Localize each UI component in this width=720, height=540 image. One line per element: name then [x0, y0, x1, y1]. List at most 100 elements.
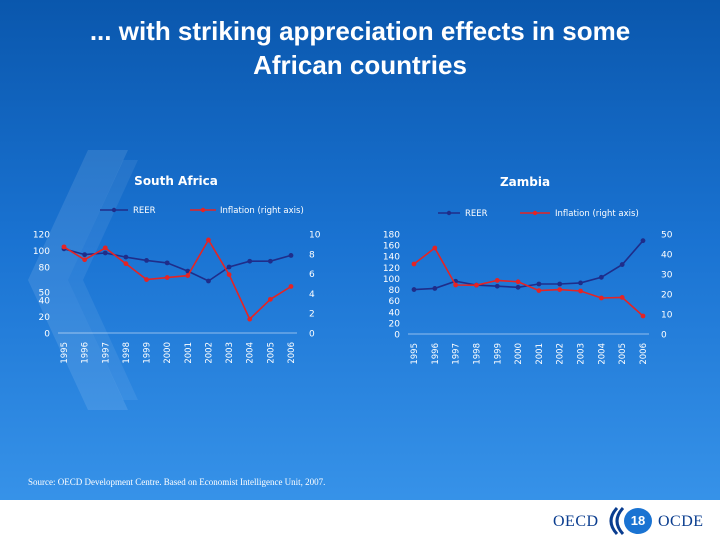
inflation-point — [61, 244, 67, 250]
inflation-point — [453, 282, 459, 288]
chart-title: Zambia — [500, 175, 550, 189]
reer-point — [226, 264, 232, 270]
y-right-tick-label: 0 — [309, 330, 315, 340]
charts-area: South Africa REER Inflation (right axis) 0 2… — [33, 174, 673, 365]
oecd-wordmark: OECD — [553, 513, 599, 530]
y-left-tick-label: 20 — [39, 313, 51, 323]
y-right-tick-label: 40 — [661, 251, 673, 261]
y-left-tick-label: 80 — [389, 286, 401, 296]
legend-inflation-label: Inflation (right axis) — [220, 206, 304, 216]
y-right-tick-label: 6 — [309, 270, 315, 280]
inflation-point — [515, 279, 521, 285]
x-tick-label: 1999 — [493, 343, 503, 365]
reer-series-line — [413, 240, 644, 291]
reer-point — [640, 238, 646, 244]
legend-inflation-label: Inflation (right axis) — [555, 209, 639, 219]
x-tick-label: 2004 — [246, 342, 256, 364]
reer-point — [432, 286, 438, 291]
y-left-tick-label: 140 — [383, 253, 400, 263]
chart-title: South Africa — [134, 174, 218, 188]
y-right-tick-label: 50 — [661, 231, 673, 241]
y-left-tick-label: 120 — [33, 231, 50, 241]
y-right-tick-label: 0 — [661, 331, 667, 341]
inflation-point — [144, 277, 149, 282]
y-left-tick-label: 0 — [394, 331, 400, 341]
y-left-tick-label: 100 — [33, 247, 50, 257]
inflation-point — [494, 278, 500, 283]
inflation-point — [578, 288, 583, 294]
title-line-1: ... with striking appreciation effects i… — [89, 16, 631, 46]
x-tick-label: 2005 — [618, 343, 628, 365]
inflation-point — [288, 284, 294, 289]
inflation-point — [206, 237, 211, 243]
source-note: Source: OECD Development Centre. Based o… — [28, 477, 326, 487]
inflation-point — [123, 261, 129, 267]
reer-point — [288, 253, 294, 258]
y-right-tick-label: 8 — [309, 250, 315, 260]
x-tick-label: 1998 — [472, 343, 482, 365]
x-tick-label: 2006 — [639, 343, 649, 365]
x-tick-label: 2000 — [514, 343, 524, 365]
reer-point — [267, 258, 273, 264]
reer-point — [164, 260, 170, 266]
x-tick-label: 1995 — [410, 343, 420, 365]
legend-inflation-marker — [200, 207, 206, 213]
y-left-tick-label: 60 — [389, 297, 401, 307]
chart-south-africa: South Africa REER Inflation (right axis) 0 2… — [33, 174, 321, 364]
chevron-decoration-icon — [28, 150, 138, 410]
reer-point — [578, 280, 583, 286]
x-tick-label: 2001 — [535, 343, 545, 365]
legend-inflation-marker — [532, 210, 538, 216]
x-tick-label: 2005 — [266, 342, 276, 364]
x-tick-label: 2003 — [225, 342, 235, 364]
legend-reer-marker — [446, 210, 452, 216]
y-left-tick-label: 20 — [389, 319, 401, 329]
inflation-point — [82, 257, 88, 263]
y-right-tick-label: 2 — [309, 310, 315, 320]
reer-series-line — [63, 248, 292, 282]
inflation-point — [247, 316, 253, 322]
legend-reer-label: REER — [465, 209, 488, 219]
y-left-tick-label: 120 — [383, 264, 400, 274]
page-number-badge: 18 — [624, 508, 652, 534]
y-right-tick-label: 4 — [309, 290, 315, 300]
reer-point — [557, 281, 563, 287]
inflation-point — [619, 295, 625, 300]
reer-point — [411, 287, 417, 292]
reer-point — [598, 274, 604, 280]
x-tick-label: 2006 — [287, 342, 297, 364]
legend-reer-label: REER — [133, 206, 156, 216]
inflation-point — [598, 295, 604, 301]
inflation-point — [536, 288, 542, 293]
reer-point — [494, 283, 500, 289]
reer-point — [206, 278, 211, 284]
footer-bar — [0, 500, 720, 540]
inflation-point — [557, 287, 563, 292]
x-tick-label: 2002 — [204, 342, 214, 364]
ocde-wordmark: OCDE — [658, 513, 704, 530]
inflation-point — [164, 275, 170, 280]
x-tick-label: 2002 — [556, 343, 566, 365]
inflation-point — [185, 273, 191, 278]
x-tick-label: 2004 — [597, 343, 607, 365]
y-left-tick-label: 160 — [383, 242, 400, 252]
title-line-2: African countries — [253, 50, 467, 80]
inflation-point — [474, 282, 479, 288]
y-left-tick-label: 40 — [389, 308, 401, 318]
reer-point — [123, 254, 129, 260]
x-tick-label: 1998 — [122, 342, 132, 364]
oecd-logo-icon — [609, 506, 625, 536]
reer-point — [515, 284, 521, 290]
y-left-tick-label: 40 — [39, 297, 51, 307]
y-right-tick-label: 30 — [661, 271, 673, 281]
y-left-tick-label: 50 — [39, 288, 51, 298]
inflation-point — [640, 313, 646, 319]
legend-reer-marker — [111, 207, 117, 213]
y-left-tick-label: 80 — [39, 264, 51, 274]
inflation-point — [267, 296, 273, 302]
y-right-tick-label: 20 — [661, 291, 673, 301]
reer-point — [102, 250, 108, 256]
inflation-series-line — [413, 246, 644, 317]
x-tick-label: 1997 — [452, 343, 462, 365]
